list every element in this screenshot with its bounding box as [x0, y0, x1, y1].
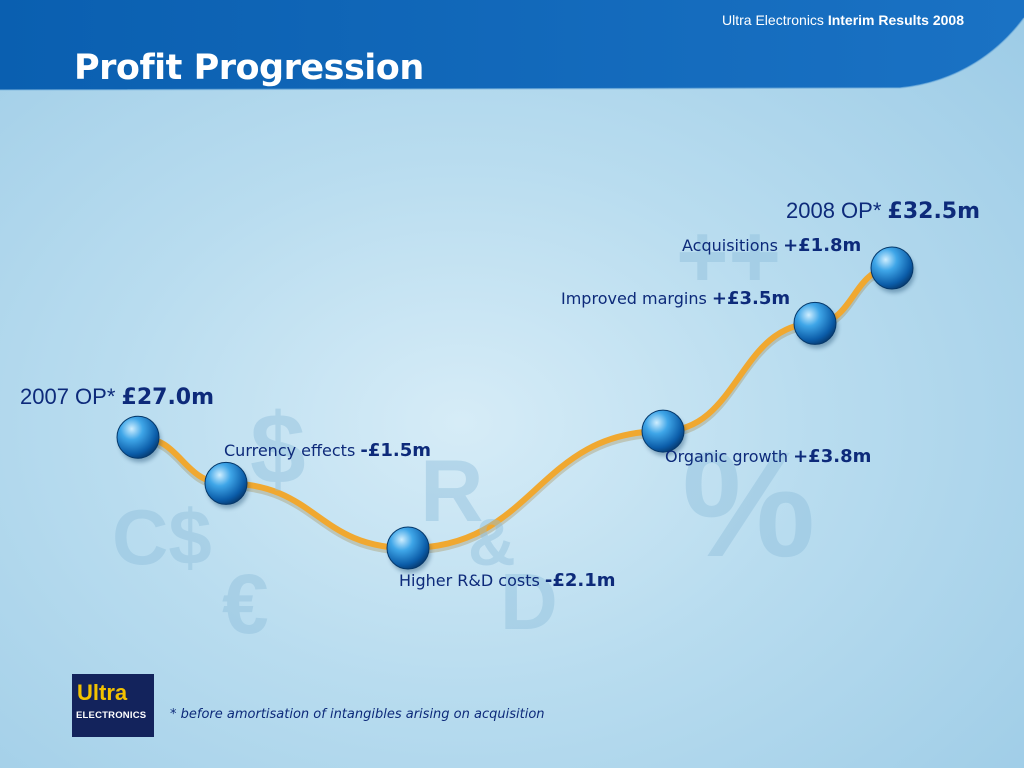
step-value: +£3.8m — [793, 446, 872, 467]
step-value: -£2.1m — [544, 570, 616, 591]
header-banner-edge — [0, 17, 1024, 91]
step-name: 2008 OP* — [786, 198, 882, 223]
progression-node — [204, 461, 248, 505]
step-value: £27.0m — [121, 385, 215, 410]
footnote: * before amortisation of intangibles ari… — [170, 707, 545, 722]
logo-line2: ELECTRONICS — [76, 710, 147, 721]
chart-plot — [116, 246, 915, 573]
page-title: Profit Progression — [74, 48, 424, 88]
step-label-acquisitions: Acquisitions +£1.8m — [682, 235, 861, 256]
bg-symbol-euro: € — [222, 557, 269, 651]
step-label-currency: Currency effects -£1.5m — [224, 440, 431, 461]
step-value: +£1.8m — [783, 235, 862, 256]
progression-node — [116, 415, 160, 459]
step-name: Acquisitions — [682, 236, 778, 255]
progression-node — [870, 246, 914, 290]
bg-symbol-r: R — [420, 441, 484, 540]
step-name: Organic growth — [665, 447, 788, 466]
ultra-electronics-logo: Ultra ELECTRONICS — [72, 674, 154, 737]
step-label-margins: Improved margins +£3.5m — [561, 288, 790, 309]
step-label-rnd: Higher R&D costs -£2.1m — [399, 570, 616, 591]
header-brand: Ultra Electronics — [722, 12, 824, 28]
header-text: Ultra Electronics Interim Results 2008 — [722, 12, 964, 28]
step-label-organic: Organic growth +£3.8m — [665, 446, 871, 467]
step-name: Improved margins — [561, 289, 707, 308]
header-banner — [0, 0, 1024, 90]
step-name: Higher R&D costs — [399, 571, 540, 590]
step-name: Currency effects — [224, 441, 356, 460]
bg-symbol-cad: C$ — [112, 493, 212, 581]
step-label-2008: 2008 OP* £32.5m — [786, 198, 980, 224]
bg-symbol-plus: ++ — [676, 207, 782, 307]
bg-symbol-percent: % — [682, 420, 816, 588]
progression-node — [386, 526, 430, 570]
progression-node — [641, 409, 685, 453]
step-value: £32.5m — [887, 199, 981, 224]
logo-line1: Ultra — [77, 680, 128, 705]
step-value: +£3.5m — [711, 288, 791, 309]
step-name: 2007 OP* — [20, 384, 116, 409]
header-report: Interim Results 2008 — [827, 12, 964, 28]
bg-symbol-dollar: $ — [250, 393, 306, 505]
bg-symbol-d: D — [500, 557, 558, 646]
bg-symbol-ampersand: & — [468, 505, 516, 579]
step-label-2007: 2007 OP* £27.0m — [20, 384, 214, 410]
step-value: -£1.5m — [360, 440, 432, 461]
progression-node — [793, 301, 837, 345]
